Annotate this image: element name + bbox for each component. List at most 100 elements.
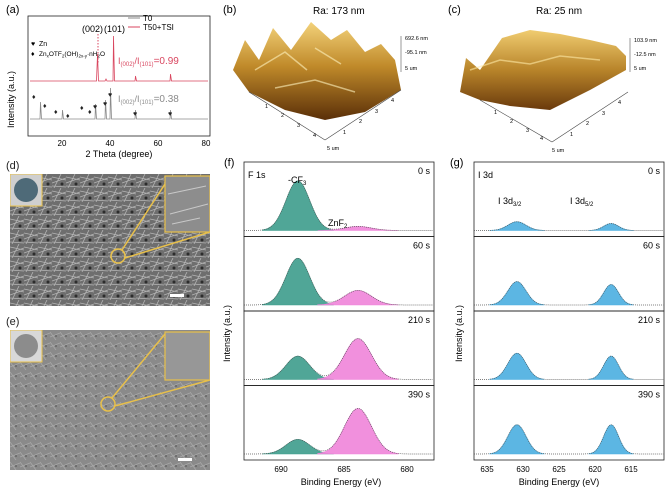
xps-i3d-chart: (g) Intensity (a.u.) 0 s 60 s 210 s 390 s 6… — [450, 157, 665, 487]
svg-text:♦: ♦ — [54, 109, 58, 116]
xps-g-envelope — [474, 221, 664, 231]
svg-text:1: 1 — [265, 104, 268, 110]
xps-g-peak-fill — [489, 424, 545, 455]
peak-002-label: (002) — [82, 24, 103, 34]
panel-d-label: (d) — [6, 160, 20, 172]
sem-e-scale-bar — [178, 458, 192, 461]
svg-text:♦: ♦ — [80, 105, 84, 112]
xps-f-subpanel — [243, 385, 435, 461]
xrd-xlabel: 2 Theta (degree) — [86, 149, 153, 159]
sem-d-zoom-inset — [164, 175, 210, 233]
sem-e-zoom-line1 — [111, 333, 166, 399]
peak-101-label: (101) — [104, 24, 125, 34]
xps-f-peak-fill — [261, 439, 334, 455]
svg-text:3: 3 — [375, 109, 378, 115]
afm-c-surface — [460, 30, 626, 110]
sem-d-zoom-line1 — [121, 183, 166, 251]
xps-g-xtick: 630 — [516, 465, 530, 474]
xps-g-envelope — [474, 352, 664, 380]
svg-text:♥: ♥ — [133, 111, 137, 118]
xps-g-peak-fill — [588, 284, 634, 306]
xps-f-peak-fill — [317, 408, 399, 455]
svg-text:3: 3 — [526, 128, 529, 134]
svg-text:4: 4 — [540, 136, 543, 142]
afm-c-scale-a: 5 um — [634, 66, 647, 72]
afm-b-surface — [233, 22, 401, 120]
afm-b-zmin: -95.1 nm — [405, 50, 427, 56]
afm-c-yaxis — [551, 91, 629, 143]
panel-c: (c) Ra: 25 nm 103.9 nm -12.5 nm 5 um 1 2 3… — [440, 0, 670, 160]
xps-g-peak-fill — [489, 281, 545, 306]
svg-text:2: 2 — [510, 119, 513, 125]
svg-text:4: 4 — [391, 98, 394, 104]
xps-g-xticks: 635 630 625 620 615 — [480, 465, 638, 474]
xps-f-peak-fill — [261, 355, 334, 380]
xrd-xtick: 80 — [202, 139, 211, 148]
afm-b: (b) Ra: 173 nm 692.6 nm -95.1 nm 5 um 1 2… — [223, 4, 428, 152]
afm-c-ticks: 1 2 3 4 1 2 3 4 — [494, 100, 621, 142]
sem-d-zoom-fibers — [167, 185, 209, 225]
svg-text:1: 1 — [494, 110, 497, 116]
xps-g-ylabel: Intensity (a.u.) — [454, 305, 464, 362]
afm-c-zmax: 103.9 nm — [634, 38, 657, 44]
svg-text:♦: ♦ — [32, 94, 36, 101]
xps-f-envelope — [244, 257, 433, 306]
xrd-xticks: 20 40 60 80 — [58, 139, 211, 148]
xps-f-cf3-label: -CF3 — [288, 175, 307, 187]
xrd-t0-trace — [30, 87, 208, 120]
xps-f-peak-fill — [317, 290, 399, 306]
afm-b-ticks: 1 2 3 4 1 2 3 4 — [265, 98, 394, 139]
zn-markers: ♥ ♥♥♥ ♥ — [93, 92, 172, 118]
xps-f-envelope — [244, 338, 433, 380]
svg-text:♥: ♥ — [108, 92, 112, 99]
svg-text:2: 2 — [281, 113, 284, 119]
xps-f-envelope — [244, 180, 433, 231]
svg-text:1: 1 — [570, 132, 573, 138]
xps-f-peak-fill — [261, 257, 334, 306]
xps-f-xtick: 685 — [337, 465, 351, 474]
xps-g-element: I 3d — [478, 170, 493, 180]
panel-a-label: (a) — [6, 4, 19, 16]
xps-f-envelope — [244, 408, 433, 455]
xps-g-time-label: 390 s — [638, 390, 661, 400]
xps-g-peak-fill — [588, 424, 634, 455]
xps-g-subpanel — [473, 385, 665, 461]
xps-g-peak2-label: I 3d5/2 — [570, 196, 594, 208]
panel-g: (g) Intensity (a.u.) 0 s 60 s 210 s 390 s 6… — [438, 156, 670, 497]
sem-e-inset-disc — [14, 334, 38, 358]
byproduct-markers: ♦ ♦ ♦ ♦ ♦ ♦ — [32, 94, 92, 120]
xps-f1s-chart: (f) Intensity (a.u.) 0 s 60 s 210 s 390 s 6… — [222, 157, 435, 487]
panel-f-label: (f) — [224, 157, 234, 169]
xrd-t50-trace — [30, 35, 208, 82]
xps-g-peak-fill — [588, 355, 634, 380]
xps-f-xtick: 690 — [274, 465, 288, 474]
sem-d-inset-disc — [14, 178, 38, 202]
svg-text:3: 3 — [602, 111, 605, 117]
zn-legend-heart: ♥ — [31, 41, 35, 48]
afm-c-xaxis — [479, 99, 553, 143]
xps-g-xtick: 620 — [588, 465, 602, 474]
sem-e-zoom-inset — [164, 331, 210, 381]
afm-c-scale-b: 5 um — [552, 148, 565, 154]
xps-f-xticks: 690 685 680 — [274, 465, 414, 474]
xps-f-ylabel: Intensity (a.u.) — [222, 305, 232, 362]
afm-b-ridges — [254, 47, 356, 93]
xps-g-time-label: 60 s — [643, 241, 661, 251]
zn-legend: Zn — [39, 41, 47, 48]
xps-f-xtick: 680 — [400, 465, 414, 474]
svg-text:1: 1 — [343, 130, 346, 136]
xrd-chart: (a) T0 T50+TSI (002) (101) ♥ ♥♥♥ ♥ ♦♦♦♦♦♦ … — [6, 4, 211, 159]
byproduct-legend-diamond: ♦ — [31, 51, 35, 58]
xps-f-znf2-label: ZnF2 — [328, 218, 348, 230]
panel-e-label: (e) — [6, 316, 20, 328]
legend-t0: T0 — [143, 14, 153, 23]
xps-f-peak-fill — [261, 180, 334, 231]
xrd-ylabel: Intensity (a.u.) — [6, 71, 16, 128]
xps-f-xlabel: Binding Energy (eV) — [301, 477, 382, 487]
panel-a: (a) T0 T50+TSI (002) (101) ♥ ♥ ♥ ♥ ♥ ♦ ♦ ♦ ♦ ♦ ♦ … — [0, 0, 215, 160]
panel-c-label: (c) — [448, 4, 461, 16]
afm-c-ridges — [469, 55, 601, 71]
xps-g-time-label: 210 s — [638, 315, 661, 325]
xps-g-peak-fill — [489, 352, 545, 380]
afm-b-xaxis — [248, 91, 326, 141]
